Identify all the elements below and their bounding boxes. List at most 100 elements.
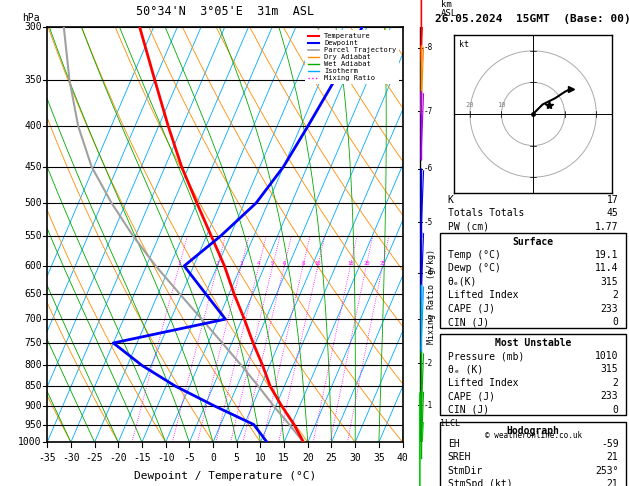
Text: 315: 315 bbox=[601, 364, 618, 375]
Text: -15: -15 bbox=[133, 452, 151, 463]
Text: -35: -35 bbox=[38, 452, 56, 463]
Text: 550: 550 bbox=[25, 231, 42, 241]
Bar bbox=[440, 334, 626, 416]
Text: 2: 2 bbox=[613, 378, 618, 388]
Text: 10: 10 bbox=[255, 452, 266, 463]
Text: 45: 45 bbox=[607, 208, 618, 218]
Text: 30: 30 bbox=[349, 452, 361, 463]
Text: 8: 8 bbox=[301, 261, 304, 266]
Text: 500: 500 bbox=[25, 198, 42, 208]
Text: SREH: SREH bbox=[448, 452, 471, 462]
Text: 17: 17 bbox=[607, 195, 618, 205]
Text: 21: 21 bbox=[607, 452, 618, 462]
Text: -6: -6 bbox=[423, 164, 433, 174]
Text: 25: 25 bbox=[326, 452, 337, 463]
Text: 315: 315 bbox=[601, 277, 618, 287]
Text: 5: 5 bbox=[271, 261, 274, 266]
Text: 20: 20 bbox=[363, 261, 370, 266]
Text: hPa: hPa bbox=[22, 13, 40, 22]
Text: 900: 900 bbox=[25, 401, 42, 411]
Text: 2: 2 bbox=[613, 290, 618, 300]
Text: -4: -4 bbox=[423, 268, 433, 278]
Text: CAPE (J): CAPE (J) bbox=[448, 304, 495, 314]
Text: 3: 3 bbox=[240, 261, 243, 266]
Text: 25: 25 bbox=[379, 261, 386, 266]
Text: 0: 0 bbox=[613, 405, 618, 415]
Text: 10: 10 bbox=[314, 261, 321, 266]
Text: 1000: 1000 bbox=[18, 437, 42, 447]
Text: 300: 300 bbox=[25, 22, 42, 32]
Text: -20: -20 bbox=[109, 452, 127, 463]
Text: 750: 750 bbox=[25, 338, 42, 348]
Text: 850: 850 bbox=[25, 381, 42, 391]
Text: 35: 35 bbox=[373, 452, 385, 463]
Text: Dewp (°C): Dewp (°C) bbox=[448, 263, 501, 274]
Text: 253°: 253° bbox=[595, 466, 618, 476]
Text: 2: 2 bbox=[216, 261, 219, 266]
Text: © weatheronline.co.uk: © weatheronline.co.uk bbox=[484, 431, 582, 440]
Text: 233: 233 bbox=[601, 391, 618, 401]
Text: 15: 15 bbox=[278, 452, 290, 463]
Text: -30: -30 bbox=[62, 452, 80, 463]
Text: 700: 700 bbox=[25, 314, 42, 324]
Text: 1.77: 1.77 bbox=[595, 222, 618, 232]
Text: EH: EH bbox=[448, 438, 459, 449]
Text: Lifted Index: Lifted Index bbox=[448, 290, 518, 300]
Text: kt: kt bbox=[459, 40, 469, 49]
Text: StmDir: StmDir bbox=[448, 466, 483, 476]
Text: 950: 950 bbox=[25, 419, 42, 430]
Text: -5: -5 bbox=[423, 218, 433, 227]
Text: -59: -59 bbox=[601, 438, 618, 449]
Text: 800: 800 bbox=[25, 360, 42, 370]
Text: 450: 450 bbox=[25, 162, 42, 172]
Text: Totals Totals: Totals Totals bbox=[448, 208, 524, 218]
Text: Most Unstable: Most Unstable bbox=[495, 338, 571, 348]
Text: 600: 600 bbox=[25, 261, 42, 271]
Text: Lifted Index: Lifted Index bbox=[448, 378, 518, 388]
Text: Dewpoint / Temperature (°C): Dewpoint / Temperature (°C) bbox=[134, 471, 316, 481]
Text: -7: -7 bbox=[423, 106, 433, 116]
Text: km
ASL: km ASL bbox=[441, 0, 457, 18]
Text: 10: 10 bbox=[498, 102, 506, 108]
Text: 5: 5 bbox=[234, 452, 240, 463]
Text: θₑ(K): θₑ(K) bbox=[448, 277, 477, 287]
Text: 1: 1 bbox=[177, 261, 181, 266]
Text: Temp (°C): Temp (°C) bbox=[448, 250, 501, 260]
Text: 50°34'N  3°05'E  31m  ASL: 50°34'N 3°05'E 31m ASL bbox=[136, 5, 314, 18]
Text: -2: -2 bbox=[423, 359, 433, 367]
Text: 0: 0 bbox=[210, 452, 216, 463]
Text: Surface: Surface bbox=[513, 237, 554, 247]
Text: 0: 0 bbox=[613, 317, 618, 327]
Text: 19.1: 19.1 bbox=[595, 250, 618, 260]
Text: CIN (J): CIN (J) bbox=[448, 405, 489, 415]
Text: 40: 40 bbox=[397, 452, 408, 463]
Text: K: K bbox=[448, 195, 454, 205]
Text: -25: -25 bbox=[86, 452, 103, 463]
Text: StmSpd (kt): StmSpd (kt) bbox=[448, 479, 513, 486]
Text: 350: 350 bbox=[25, 75, 42, 85]
Text: Hodograph: Hodograph bbox=[506, 426, 560, 436]
Text: 20: 20 bbox=[465, 102, 474, 108]
Text: 26.05.2024  15GMT  (Base: 00): 26.05.2024 15GMT (Base: 00) bbox=[435, 14, 629, 24]
Text: 11.4: 11.4 bbox=[595, 263, 618, 274]
Text: Mixing Ratio (g/kg): Mixing Ratio (g/kg) bbox=[428, 249, 437, 344]
Text: -3: -3 bbox=[423, 314, 433, 324]
Text: Pressure (mb): Pressure (mb) bbox=[448, 351, 524, 361]
Text: 650: 650 bbox=[25, 289, 42, 298]
Text: 400: 400 bbox=[25, 121, 42, 131]
Text: -5: -5 bbox=[184, 452, 195, 463]
Text: 4: 4 bbox=[257, 261, 260, 266]
Text: θₑ (K): θₑ (K) bbox=[448, 364, 483, 375]
Text: 233: 233 bbox=[601, 304, 618, 314]
Text: -10: -10 bbox=[157, 452, 174, 463]
Text: CAPE (J): CAPE (J) bbox=[448, 391, 495, 401]
Text: 20: 20 bbox=[302, 452, 314, 463]
Text: -8: -8 bbox=[423, 43, 433, 52]
Text: PW (cm): PW (cm) bbox=[448, 222, 489, 232]
Legend: Temperature, Dewpoint, Parcel Trajectory, Dry Adiabat, Wet Adiabat, Isotherm, Mi: Temperature, Dewpoint, Parcel Trajectory… bbox=[305, 30, 399, 84]
Text: 16: 16 bbox=[347, 261, 353, 266]
Text: CIN (J): CIN (J) bbox=[448, 317, 489, 327]
Bar bbox=[440, 233, 626, 328]
Text: 6: 6 bbox=[282, 261, 286, 266]
Text: -1: -1 bbox=[423, 400, 433, 410]
